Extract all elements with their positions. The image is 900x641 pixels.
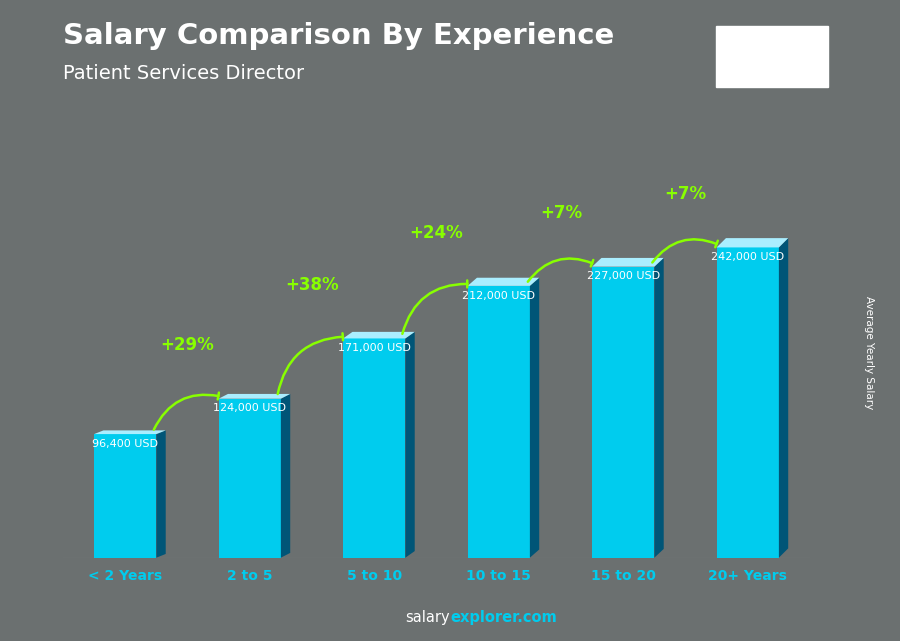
Polygon shape <box>716 238 788 247</box>
Polygon shape <box>281 394 290 558</box>
Text: 96,400 USD: 96,400 USD <box>92 438 158 449</box>
Text: 212,000 USD: 212,000 USD <box>463 290 536 301</box>
Text: Salary Comparison By Experience: Salary Comparison By Experience <box>63 22 614 51</box>
Polygon shape <box>654 258 663 558</box>
Polygon shape <box>468 286 530 558</box>
Text: 124,000 USD: 124,000 USD <box>213 403 286 413</box>
Bar <box>716 26 760 58</box>
Polygon shape <box>716 247 778 558</box>
Text: Average Yearly Salary: Average Yearly Salary <box>863 296 874 409</box>
Bar <box>716 49 828 54</box>
Bar <box>716 54 828 58</box>
Polygon shape <box>219 394 290 399</box>
Text: explorer.com: explorer.com <box>450 610 557 625</box>
Bar <box>716 58 828 63</box>
Polygon shape <box>157 430 166 558</box>
Bar <box>716 77 828 82</box>
Polygon shape <box>343 332 415 338</box>
Polygon shape <box>592 267 654 558</box>
Text: +29%: +29% <box>160 337 214 354</box>
Text: +24%: +24% <box>410 224 464 242</box>
Polygon shape <box>778 238 788 558</box>
Bar <box>716 82 828 87</box>
Bar <box>716 72 828 77</box>
Polygon shape <box>405 332 415 558</box>
Bar <box>716 63 828 68</box>
Text: +7%: +7% <box>664 185 707 203</box>
Text: +38%: +38% <box>285 276 338 294</box>
Text: salary: salary <box>405 610 450 625</box>
Polygon shape <box>343 338 405 558</box>
Text: 242,000 USD: 242,000 USD <box>711 252 784 262</box>
Polygon shape <box>592 258 663 267</box>
Polygon shape <box>530 278 539 558</box>
Bar <box>716 35 828 40</box>
Text: Patient Services Director: Patient Services Director <box>63 64 304 83</box>
Text: 171,000 USD: 171,000 USD <box>338 343 410 353</box>
Bar <box>716 26 828 30</box>
Text: +7%: +7% <box>540 204 582 222</box>
Bar <box>716 30 828 35</box>
Bar <box>716 40 828 44</box>
Polygon shape <box>94 434 157 558</box>
Polygon shape <box>468 278 539 286</box>
Polygon shape <box>94 430 166 434</box>
Polygon shape <box>219 399 281 558</box>
Text: 227,000 USD: 227,000 USD <box>587 271 660 281</box>
Bar <box>716 44 828 49</box>
Bar <box>716 68 828 72</box>
